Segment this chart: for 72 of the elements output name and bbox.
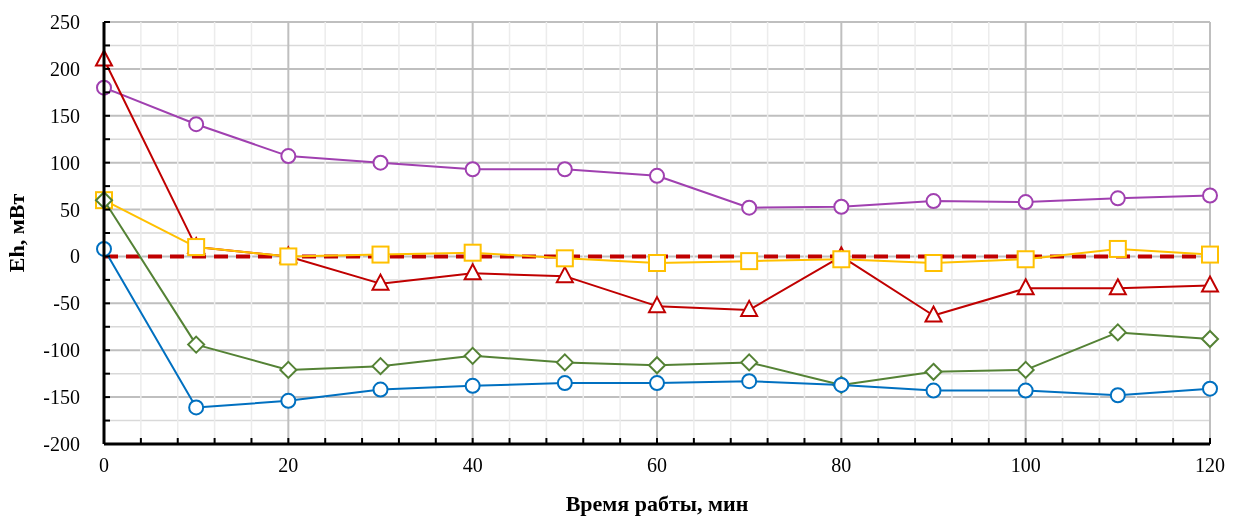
point	[188, 399, 205, 416]
point	[1016, 278, 1035, 296]
point	[371, 245, 390, 264]
point	[924, 362, 943, 381]
y-tick-label: 100	[50, 151, 80, 174]
point	[463, 243, 482, 262]
point	[555, 353, 574, 372]
point	[187, 335, 206, 354]
point	[925, 382, 942, 399]
point	[1017, 382, 1034, 399]
point	[741, 199, 758, 216]
point	[555, 266, 574, 284]
point	[188, 116, 205, 133]
point	[740, 252, 759, 271]
point	[463, 263, 482, 281]
x-tick-label: 0	[99, 454, 109, 476]
point	[372, 154, 389, 171]
point	[464, 377, 481, 394]
point	[1016, 360, 1035, 379]
point	[1109, 387, 1126, 404]
point	[1108, 278, 1127, 296]
y-tick-label: 0	[70, 245, 80, 268]
point	[1017, 194, 1034, 211]
point	[1108, 323, 1127, 342]
point	[740, 353, 759, 372]
x-tick-label: 60	[647, 454, 667, 476]
point	[463, 346, 482, 365]
point	[833, 198, 850, 215]
x-tick-label: 100	[1010, 454, 1041, 476]
point	[832, 250, 851, 269]
point	[649, 375, 665, 392]
point	[555, 249, 574, 268]
point	[280, 148, 297, 165]
point	[464, 161, 481, 178]
point	[924, 305, 943, 323]
point	[925, 193, 942, 210]
y-tick-label: -50	[53, 292, 80, 315]
point	[648, 356, 666, 375]
point	[1202, 187, 1218, 204]
point	[1202, 380, 1218, 397]
x-axis-title: Время рабты, мин	[565, 491, 749, 516]
y-tick-label: 200	[50, 57, 80, 80]
point	[1109, 190, 1126, 207]
point	[371, 357, 390, 376]
point	[1201, 275, 1219, 293]
point	[556, 161, 573, 178]
point	[740, 299, 759, 317]
y-tick-label: 50	[60, 198, 80, 221]
y-tick-label: -100	[43, 339, 80, 362]
y-tick-label: 250	[50, 11, 80, 33]
point	[556, 375, 573, 392]
point	[924, 254, 943, 273]
y-axis-title: Eh, мВт	[4, 193, 29, 273]
point	[1016, 250, 1035, 269]
point	[372, 381, 389, 398]
point	[741, 373, 758, 390]
y-tick-label: -150	[43, 386, 80, 409]
point	[1108, 239, 1127, 258]
point	[649, 167, 665, 184]
point	[279, 360, 298, 379]
x-tick-label: 20	[278, 454, 299, 476]
y-tick-label: 150	[50, 104, 80, 127]
x-tick-label: 120	[1195, 454, 1225, 476]
x-tick-label: 40	[462, 454, 483, 476]
point	[371, 273, 390, 291]
point	[280, 392, 297, 409]
point	[648, 254, 666, 273]
y-tick-label: -200	[43, 433, 80, 455]
point	[1201, 329, 1219, 348]
x-tick-label: 80	[831, 454, 852, 476]
point	[648, 296, 666, 314]
point	[1201, 245, 1219, 264]
